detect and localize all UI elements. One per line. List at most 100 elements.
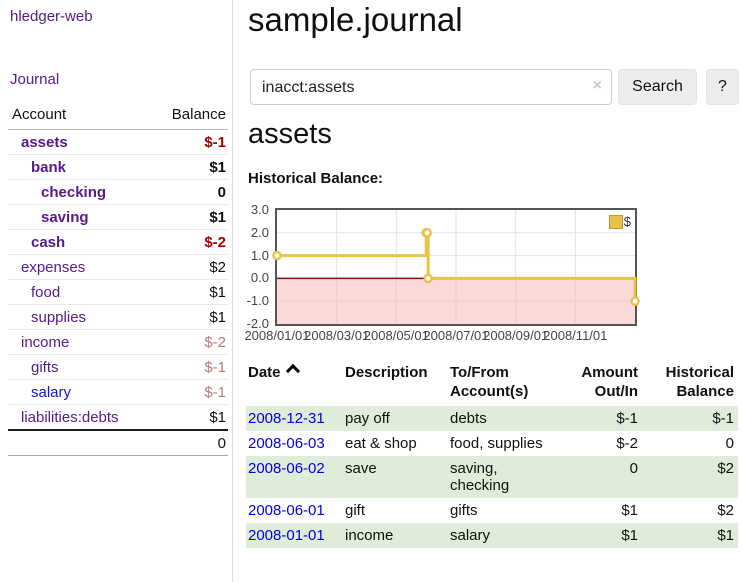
accounts-rows: assets $-1 bank $1 checking 0 saving $1 cash $-2 e…	[8, 130, 228, 429]
register-row: 2008-01-01 income salary $1 $1	[246, 523, 738, 548]
register-balance: $1	[642, 523, 738, 548]
accounts-table: Account Balance assets $-1 bank $1 checking 0…	[8, 103, 228, 456]
x-axis-tick-label: 2008/07/01	[423, 328, 489, 343]
account-balance: $1	[209, 208, 226, 226]
register-amount: $1	[558, 523, 642, 548]
register-column-accounts: To/From Account(s)	[450, 364, 529, 400]
x-axis-tick-label: 2008/01/01	[244, 328, 310, 343]
historical-balance-chart: $ 3.0 2.0 1.0 0.0 -1.0 -2.0 2008/01/01 2008/03/…	[235, 200, 742, 345]
clear-search-icon[interactable]: ×	[592, 77, 602, 94]
account-link-gifts[interactable]: gifts	[31, 358, 59, 376]
register-date-link[interactable]: 2008-01-01	[248, 527, 325, 544]
account-balance: $1	[209, 308, 226, 326]
register-date-link[interactable]: 2008-06-01	[248, 502, 325, 519]
data-point-marker	[272, 250, 282, 261]
account-link-saving[interactable]: saving	[41, 208, 89, 226]
y-axis-tick-label: -2.0	[246, 316, 269, 331]
sidebar-account-row: gifts $-1	[8, 354, 228, 379]
account-column-header: Account	[12, 106, 67, 123]
register-balance: $2	[717, 502, 734, 519]
register-row: 2008-06-03 eat & shop food, supplies $-2 0	[246, 431, 738, 456]
register-table: Date Description To/From Account(s) Amou…	[246, 361, 738, 548]
sidebar-account-row: supplies $1	[8, 304, 228, 329]
register-amount: 0	[558, 456, 642, 498]
register-header-row: Date Description To/From Account(s) Amou…	[246, 361, 738, 406]
chart-title: Historical Balance:	[248, 170, 384, 187]
account-link-supplies[interactable]: supplies	[31, 308, 87, 326]
account-balance: $-2	[204, 333, 226, 351]
data-point-marker	[630, 296, 640, 306]
register-amount: $-2	[616, 435, 638, 452]
total-balance: 0	[217, 434, 226, 452]
sidebar-item-journal[interactable]: Journal	[10, 71, 60, 88]
register-description: save	[343, 456, 448, 498]
register-balance: 0	[725, 435, 734, 452]
page-title: sample.journal	[248, 1, 463, 38]
register-date-link[interactable]: 2008-06-02	[248, 460, 325, 477]
account-link-food[interactable]: food	[31, 283, 61, 301]
account-balance: $-2	[204, 233, 226, 251]
sidebar-account-row: liabilities:debts $1	[8, 404, 228, 429]
register-amount: $-1	[558, 406, 642, 431]
account-link-liabilities-debts[interactable]: liabilities:debts	[21, 408, 119, 426]
account-balance: $-1	[204, 133, 226, 151]
x-axis-tick-label: 2008/09/01	[483, 328, 549, 343]
app-title-link[interactable]: hledger-web	[10, 8, 93, 25]
account-link-bank[interactable]: bank	[31, 158, 67, 176]
register-accounts: food, supplies	[450, 435, 543, 452]
y-axis-tick-label: 2.0	[250, 224, 269, 240]
register-date-cell: 2008-06-03	[246, 431, 343, 456]
account-balance: $1	[209, 158, 226, 176]
account-link-expenses[interactable]: expenses	[21, 258, 86, 276]
sidebar-account-row: bank $1	[8, 154, 228, 179]
sidebar: hledger-web Journal Account Balance asse…	[0, 0, 233, 582]
legend-swatch-icon	[608, 214, 623, 229]
register-balance: $-1	[642, 406, 738, 431]
y-axis-tick-label: 0.0	[250, 270, 269, 286]
register-accounts: gifts	[450, 502, 478, 519]
accounts-total-row: 0	[8, 429, 228, 456]
register-column-date[interactable]: Date	[246, 361, 343, 406]
data-point-marker	[422, 227, 432, 238]
register-description: income	[343, 523, 448, 548]
account-balance: $2	[209, 258, 226, 276]
account-balance: $-1	[204, 383, 226, 401]
register-column-balance: Historical Balance	[665, 364, 734, 400]
data-point-marker	[423, 273, 433, 284]
account-link-checking[interactable]: checking	[41, 183, 107, 201]
chart-canvas	[272, 210, 640, 324]
sidebar-account-row: saving $1	[8, 204, 228, 229]
search-input[interactable]	[260, 72, 584, 104]
register-column-amount: Amount Out/In	[581, 364, 638, 400]
account-link-income[interactable]: income	[21, 333, 70, 351]
register-row: 2008-06-02 save saving, checking 0 $2	[246, 456, 738, 498]
chart-plot-area: $	[272, 208, 640, 326]
help-button[interactable]: ?	[706, 69, 739, 105]
sort-ascending-icon	[285, 363, 300, 379]
register-accounts: salary	[448, 523, 558, 548]
register-date-link[interactable]: 2008-12-31	[248, 410, 325, 427]
account-link-cash[interactable]: cash	[31, 233, 66, 251]
register-date-link[interactable]: 2008-06-03	[248, 435, 325, 452]
sidebar-account-row: cash $-2	[8, 229, 228, 254]
accounts-table-header: Account Balance	[8, 103, 228, 130]
account-link-salary[interactable]: salary	[31, 383, 72, 401]
account-link-assets[interactable]: assets	[21, 133, 68, 151]
account-balance: $-1	[204, 358, 226, 376]
search-button[interactable]: Search	[618, 69, 697, 105]
register-balance: $2	[642, 456, 738, 498]
account-balance: $1	[209, 283, 226, 301]
register-accounts: debts	[448, 406, 558, 431]
sidebar-account-row: assets $-1	[8, 130, 228, 154]
date-header-label: Date	[248, 364, 281, 381]
account-balance: 0	[217, 183, 226, 201]
sidebar-account-row: food $1	[8, 279, 228, 304]
sidebar-account-row: salary $-1	[8, 379, 228, 404]
x-axis-tick-label: 2008/03/01	[304, 328, 370, 343]
register-amount: $1	[621, 502, 638, 519]
register-row: 2008-12-31 pay off debts $-1 $-1	[246, 406, 738, 431]
search-input-wrap: ×	[250, 69, 612, 105]
y-axis-tick-label: -1.0	[246, 293, 269, 309]
y-axis-tick-label: 3.0	[250, 202, 269, 217]
